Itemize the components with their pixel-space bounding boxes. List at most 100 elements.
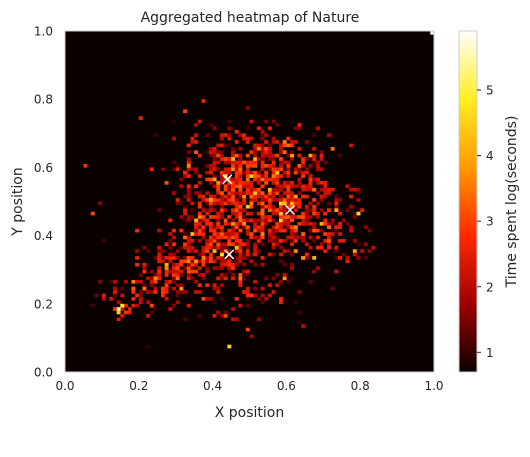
heatmap-cell bbox=[231, 242, 235, 247]
heatmap-cell bbox=[297, 215, 302, 219]
heatmap-cell bbox=[245, 136, 250, 141]
heatmap-cell bbox=[212, 286, 217, 291]
x-marker bbox=[222, 174, 233, 185]
heatmap-cell bbox=[301, 324, 306, 328]
heatmap-cell bbox=[201, 259, 206, 264]
heatmap-cell bbox=[293, 170, 298, 175]
heatmap-cell bbox=[260, 143, 265, 148]
heatmap-cell bbox=[253, 170, 258, 175]
heatmap-cell bbox=[190, 201, 195, 206]
heatmap-cell bbox=[323, 184, 328, 189]
heatmap-cell bbox=[227, 201, 232, 206]
heatmap-cell bbox=[234, 153, 239, 158]
heatmap-cell bbox=[172, 191, 176, 195]
heatmap-cell bbox=[315, 235, 320, 240]
heatmap-cell bbox=[245, 252, 250, 257]
heatmap-cell bbox=[267, 215, 272, 219]
heatmap-cell bbox=[245, 163, 250, 168]
heatmap-hotspot bbox=[286, 143, 291, 148]
heatmap-cell bbox=[271, 119, 276, 124]
heatmap-cell bbox=[256, 174, 261, 178]
heatmap-cell bbox=[315, 266, 320, 270]
heatmap-cell bbox=[201, 276, 206, 281]
heatmap-cell bbox=[216, 198, 221, 202]
heatmap-cell bbox=[308, 245, 313, 250]
heatmap-cell bbox=[315, 167, 320, 172]
heatmap-cell bbox=[245, 106, 250, 110]
heatmap-hotspot bbox=[175, 276, 180, 281]
heatmap-cell bbox=[216, 160, 221, 165]
heatmap-cell bbox=[223, 194, 228, 199]
heatmap-cell bbox=[112, 279, 117, 284]
heatmap-cell bbox=[267, 157, 272, 161]
heatmap-cell bbox=[223, 133, 228, 137]
heatmap-cell bbox=[312, 221, 317, 226]
heatmap-cell bbox=[242, 194, 247, 199]
heatmap-cell bbox=[157, 252, 162, 257]
heatmap-hotspot bbox=[212, 249, 217, 253]
heatmap-cell bbox=[315, 163, 320, 168]
heatmap-cell bbox=[186, 303, 191, 308]
colorbar-tick-label: 5 bbox=[486, 84, 494, 98]
heatmap-hotspot bbox=[131, 286, 136, 291]
heatmap-cell bbox=[186, 194, 191, 199]
heatmap-cell bbox=[116, 317, 121, 322]
heatmap-cell bbox=[242, 242, 247, 247]
heatmap-cell bbox=[286, 279, 291, 284]
heatmap-cell bbox=[286, 181, 291, 185]
heatmap-markers bbox=[222, 174, 296, 260]
heatmap-cell bbox=[219, 181, 224, 185]
heatmap-cell bbox=[197, 181, 202, 185]
heatmap-cell bbox=[157, 266, 162, 270]
heatmap-cell bbox=[112, 286, 117, 291]
heatmap-cell bbox=[297, 123, 302, 127]
heatmap-cell bbox=[208, 259, 213, 264]
heatmap-cell bbox=[260, 174, 265, 178]
heatmap-cell bbox=[208, 215, 213, 219]
heatmap-cell bbox=[164, 269, 169, 274]
heatmap-cell bbox=[231, 181, 235, 185]
heatmap-cell bbox=[356, 191, 361, 195]
heatmap-cell bbox=[249, 184, 254, 189]
heatmap-cell bbox=[212, 146, 217, 151]
heatmap-cell bbox=[98, 279, 103, 284]
heatmap-cell bbox=[238, 276, 243, 281]
heatmap-cell bbox=[223, 245, 228, 250]
heatmap-cell bbox=[223, 198, 228, 202]
heatmap-cell bbox=[205, 266, 210, 270]
heatmap-cell bbox=[245, 290, 250, 294]
heatmap-cell bbox=[297, 170, 302, 175]
heatmap-cell bbox=[267, 283, 272, 287]
heatmap-cell bbox=[245, 256, 250, 260]
heatmap-cell bbox=[149, 279, 154, 284]
heatmap-cell bbox=[275, 177, 280, 182]
heatmap-cell bbox=[138, 116, 143, 120]
heatmap-cell bbox=[205, 150, 210, 155]
heatmap-cell bbox=[223, 170, 228, 175]
heatmap-cell bbox=[245, 239, 250, 243]
heatmap-cell bbox=[256, 218, 261, 223]
heatmap-cell bbox=[183, 266, 188, 270]
heatmap-cell bbox=[260, 163, 265, 168]
heatmap-cell bbox=[282, 218, 287, 223]
heatmap-cell bbox=[256, 249, 261, 253]
heatmap-cell bbox=[264, 276, 269, 281]
heatmap-cell bbox=[293, 167, 298, 172]
heatmap-cell bbox=[293, 300, 298, 305]
heatmap-cell bbox=[264, 296, 269, 301]
heatmap-cell bbox=[282, 181, 287, 185]
heatmap-cell bbox=[312, 146, 317, 151]
heatmap-cell bbox=[297, 221, 302, 226]
x-tick-label: 0.0 bbox=[55, 379, 74, 393]
heatmap-cell bbox=[308, 228, 313, 233]
heatmap-cell bbox=[267, 239, 272, 243]
heatmap-cell bbox=[172, 266, 176, 270]
heatmap-cell bbox=[271, 290, 276, 294]
heatmap-cell bbox=[175, 249, 180, 253]
heatmap-cell bbox=[186, 273, 191, 277]
heatmap-cell bbox=[223, 157, 228, 161]
heatmap-cell bbox=[301, 239, 306, 243]
heatmap-cell bbox=[190, 245, 195, 250]
heatmap-cell bbox=[179, 177, 184, 182]
